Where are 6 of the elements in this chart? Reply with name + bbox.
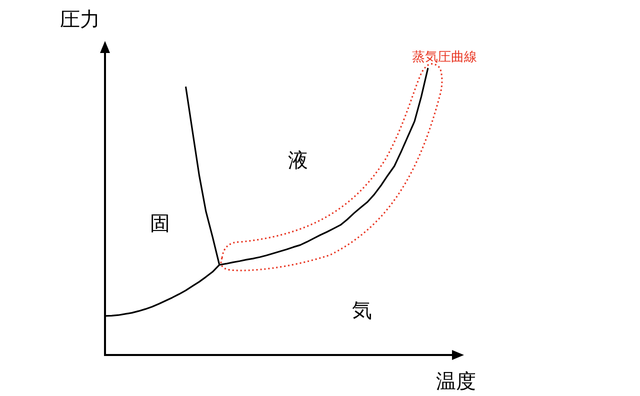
annotation: 液: [288, 147, 308, 174]
annotation: 気: [352, 297, 372, 324]
x-axis-title: 温度: [436, 368, 476, 395]
text: 蒸気圧曲線: [412, 49, 477, 66]
annotation: 固: [150, 210, 170, 237]
y-axis-title: 圧力: [60, 6, 100, 33]
